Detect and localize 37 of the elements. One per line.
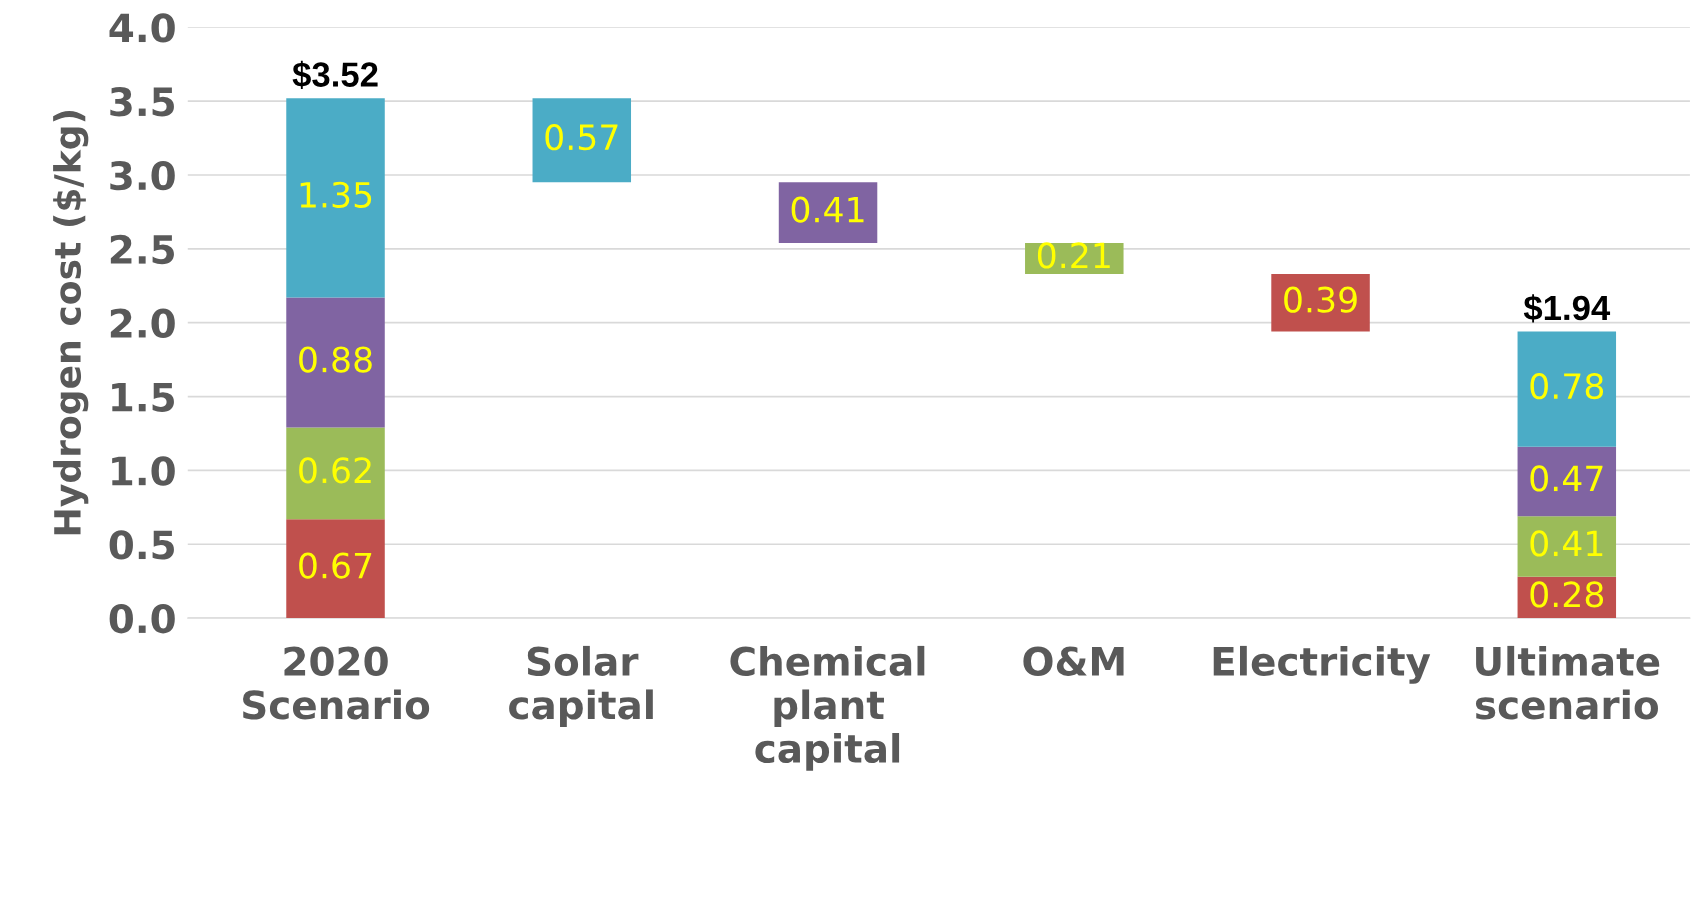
- y-tick-label: 0.0: [109, 604, 175, 634]
- data-label: 0.78: [1530, 372, 1604, 400]
- x-tick-label: Solar capital: [509, 645, 653, 728]
- data-label: 0.57: [545, 124, 618, 151]
- x-tick-label: O&M: [1023, 646, 1124, 676]
- bar: [1517, 516, 1617, 577]
- y-tick-label: 1.5: [112, 382, 174, 412]
- y-tick-label: 2.0: [110, 308, 175, 339]
- data-label: 0.62: [299, 457, 371, 484]
- bar: [286, 98, 385, 298]
- x-tick-label: Chemical plant capital: [730, 645, 925, 771]
- data-label: 0.39: [1284, 286, 1357, 313]
- x-tick-label: 2020 Scenario: [243, 646, 430, 720]
- x-tick-label: Electricity: [1213, 645, 1431, 684]
- bar: [1517, 446, 1617, 517]
- y-tick-label: 1.0: [112, 456, 175, 486]
- bar: [1517, 331, 1617, 447]
- data-label: 0.88: [299, 346, 372, 373]
- y-tick-label: 3.5: [110, 87, 174, 117]
- y-tick-label: 2.5: [110, 234, 174, 265]
- data-label: 1.35: [300, 181, 372, 208]
- total-label: $3.52: [292, 60, 378, 90]
- data-label: 0.67: [299, 552, 372, 579]
- bar: [286, 427, 385, 520]
- y-tick-label: 3.0: [110, 160, 175, 191]
- y-axis-title: Hydrogen cost ($/kg): [53, 111, 89, 535]
- bar: [286, 519, 385, 619]
- data-label: 0.41: [791, 196, 864, 223]
- data-label: 0.21: [1037, 242, 1110, 269]
- total-label: $1.94: [1523, 294, 1611, 323]
- x-tick-label: Ultimate scenario: [1475, 645, 1660, 720]
- y-tick-label: 4.0: [109, 13, 175, 43]
- data-label: 0.28: [1530, 581, 1604, 608]
- data-label: 0.47: [1530, 465, 1603, 492]
- bar: [286, 297, 385, 428]
- data-label: 0.41: [1530, 530, 1603, 557]
- y-tick-label: 0.5: [109, 530, 174, 560]
